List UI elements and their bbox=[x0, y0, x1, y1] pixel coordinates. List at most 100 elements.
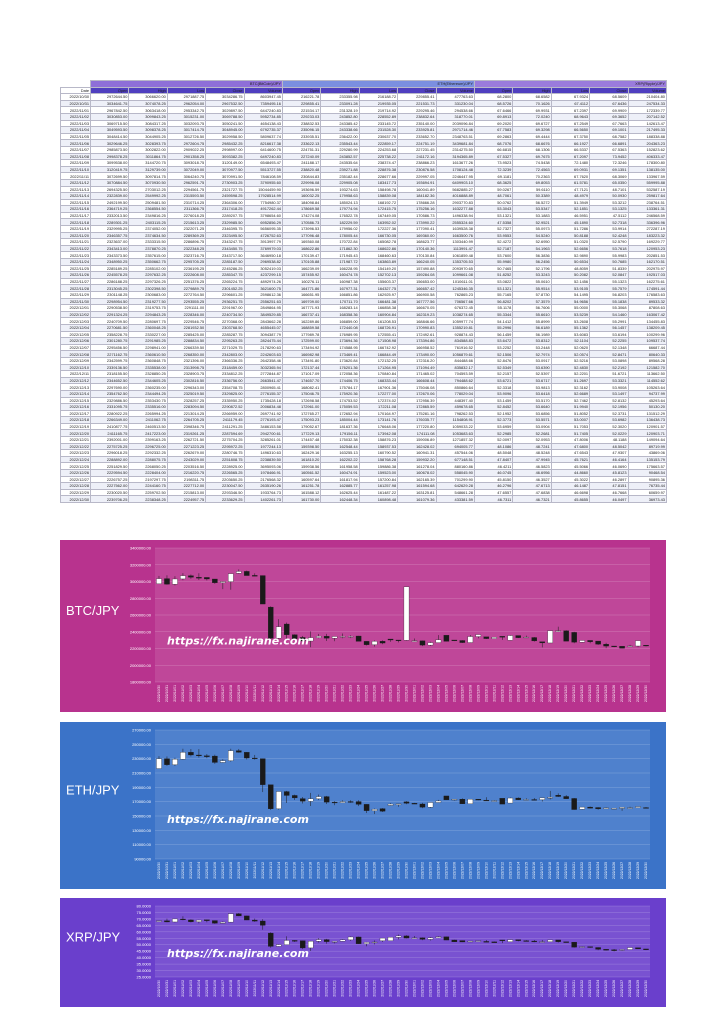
candle-body bbox=[451, 639, 458, 641]
value-cell: 241172.16 bbox=[397, 152, 437, 161]
candle-body bbox=[204, 919, 210, 921]
value-cell: 105263.64 bbox=[627, 383, 667, 391]
date-cell: 2022/11/12 bbox=[60, 178, 91, 187]
value-cell: 53.0822 bbox=[473, 277, 514, 286]
candle-body bbox=[563, 796, 569, 799]
candle-body bbox=[292, 634, 298, 639]
value-cell: 57.3579 bbox=[512, 297, 552, 306]
table-row: 2022/12/05 2358228.75 2330227.00 2285425.00… bbox=[60, 330, 667, 339]
value-cell: 66.5650 bbox=[550, 126, 591, 134]
value-cell: 2215613.25 bbox=[166, 218, 207, 227]
value-cell: 229997.05 bbox=[397, 172, 437, 180]
value-cell: 73.9523 bbox=[473, 159, 514, 167]
value-cell: 166670.05 bbox=[397, 304, 437, 312]
value-cell: 172599.00 bbox=[281, 337, 322, 345]
value-cell: 52.5397 bbox=[512, 370, 552, 378]
value-cell: 67.7620 bbox=[550, 172, 591, 180]
value-cell: 459678.65 bbox=[435, 403, 475, 411]
value-cell: 2360235.00 bbox=[128, 383, 168, 391]
value-cell: 159938.56 bbox=[281, 462, 322, 471]
candle-body bbox=[220, 921, 226, 924]
x-tick-label: 2022/11/28 bbox=[389, 685, 393, 702]
value-cell: 161958.58 bbox=[320, 462, 360, 471]
x-tick-label: 2022/11/14 bbox=[277, 980, 281, 997]
candle-body bbox=[315, 796, 322, 799]
candle-body bbox=[419, 640, 426, 646]
y-tick-label: 35.0000 bbox=[137, 962, 152, 967]
value-cell: 2268050.25 bbox=[128, 462, 168, 471]
value-cell: 46.5823 bbox=[512, 462, 552, 471]
value-cell: 66687.44 bbox=[627, 343, 667, 352]
column-header: Open bbox=[281, 86, 322, 95]
value-cell: 51.0320 bbox=[550, 238, 591, 246]
table-row: 2022/10/30 2972644.50 3066620.00 2971887.75… bbox=[60, 93, 667, 101]
value-cell: 168192.72 bbox=[358, 198, 399, 207]
value-cell: 152823.62 bbox=[627, 145, 667, 154]
date-cell: 2022/12/19 bbox=[60, 422, 91, 431]
value-cell: 162165.39 bbox=[397, 475, 437, 484]
candle-body bbox=[331, 941, 338, 943]
value-cell: 53.0904 bbox=[512, 422, 552, 431]
candle-body bbox=[172, 578, 178, 585]
candle-body bbox=[547, 939, 553, 942]
value-cell: 227231.45 bbox=[397, 145, 437, 154]
candle-body bbox=[395, 639, 402, 641]
value-cell: 50.6534 bbox=[550, 258, 591, 266]
candle-body bbox=[323, 636, 330, 639]
value-cell: 52.3162 bbox=[550, 383, 591, 391]
candle-body bbox=[395, 803, 402, 805]
x-tick-label: 2022/12/08 bbox=[468, 685, 472, 702]
date-cell: 2022/12/03 bbox=[60, 317, 91, 325]
x-tick-label: 2022/12/19 bbox=[556, 685, 560, 702]
value-cell: 2313998.75 bbox=[166, 363, 207, 372]
value-cell: 2329995.25 bbox=[89, 225, 130, 233]
value-cell: 52.2201 bbox=[550, 370, 591, 378]
value-cell: 47.8006 bbox=[550, 436, 591, 444]
value-cell: 2319277.50 bbox=[128, 297, 168, 306]
value-cell: 2294561.75 bbox=[166, 185, 207, 194]
value-cell: 55.9514 bbox=[512, 284, 552, 292]
value-cell: 4726752.63 bbox=[243, 231, 283, 240]
value-cell: 3099843.25 bbox=[128, 112, 168, 121]
value-cell: 2291985.25 bbox=[128, 337, 168, 345]
value-cell: 3063418.00 bbox=[128, 106, 168, 114]
value-cell: 4655445.07 bbox=[243, 323, 283, 332]
candle-body bbox=[307, 637, 314, 642]
value-cell: 2226565.25 bbox=[205, 469, 245, 477]
value-cell: 3064240.75 bbox=[166, 172, 207, 180]
candle-body bbox=[587, 806, 593, 809]
value-cell: 52.2192 bbox=[589, 363, 629, 372]
value-cell: 406333.47 bbox=[627, 152, 667, 161]
candle-body bbox=[339, 939, 346, 942]
x-tick-label: 2022/12/01 bbox=[412, 980, 416, 997]
value-cell: 3069715.50 bbox=[89, 119, 130, 128]
value-cell: 229280.99 bbox=[320, 145, 360, 154]
value-cell: 133361.31 bbox=[627, 205, 667, 213]
value-cell: 233935.51 bbox=[281, 132, 322, 141]
x-tick-label: 2022/11/30 bbox=[404, 862, 408, 879]
value-cell: 2321727.75 bbox=[205, 185, 245, 194]
x-tick-label: 2022/12/27 bbox=[620, 862, 624, 879]
value-cell: 2410877.75 bbox=[89, 422, 130, 431]
candle-body bbox=[571, 798, 577, 810]
candle-body bbox=[220, 760, 226, 763]
value-cell: 159284.08 bbox=[397, 271, 437, 279]
value-cell: 172956.39 bbox=[397, 396, 437, 405]
value-cell: 52.1956 bbox=[589, 403, 629, 411]
x-tick-label: 2022/11/21 bbox=[333, 980, 337, 997]
table-row: 2022/11/27 2286188.25 2297326.25 2251376.25… bbox=[60, 277, 667, 286]
table-row: 2022/12/11 2318155.50 2328850.25 2328903.75… bbox=[60, 370, 667, 378]
value-cell: 53.1325 bbox=[589, 205, 629, 213]
value-cell: 238764.51 bbox=[627, 198, 667, 207]
value-cell: 2242603.63 bbox=[243, 350, 283, 358]
value-cell: 56.7606 bbox=[512, 304, 552, 312]
table-row: 2022/11/17 2332013.50 2349816.25 2276018.25… bbox=[60, 211, 667, 220]
x-tick-label: 2022/12/20 bbox=[564, 980, 568, 997]
value-cell: 178666.28 bbox=[397, 198, 437, 207]
value-cell: 53.3043 bbox=[473, 205, 514, 213]
value-cell: 1632277.88 bbox=[435, 205, 475, 213]
value-cell: 3015231.00 bbox=[166, 112, 207, 121]
value-cell: 52.1456 bbox=[550, 277, 591, 286]
value-cell: 173942.08 bbox=[358, 429, 399, 438]
value-cell: 52.1104 bbox=[550, 337, 591, 345]
